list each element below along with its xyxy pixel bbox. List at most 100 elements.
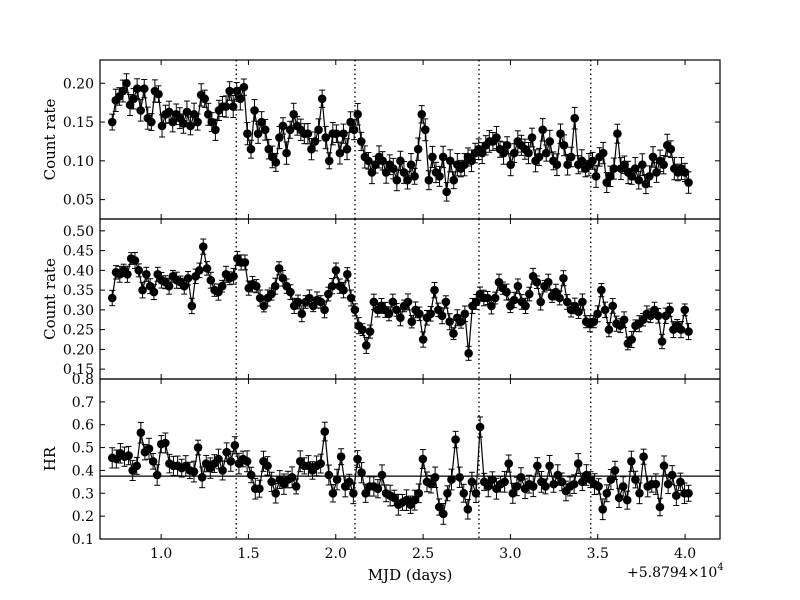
data-point xyxy=(513,281,523,291)
data-point xyxy=(331,266,341,275)
data-point xyxy=(365,327,375,336)
data-point xyxy=(573,459,583,468)
data-point xyxy=(136,428,146,438)
data-point xyxy=(600,305,610,315)
data-point xyxy=(189,109,199,119)
data-point xyxy=(253,129,263,138)
data-point xyxy=(189,467,199,476)
data-point xyxy=(557,477,567,487)
data-point xyxy=(310,137,320,146)
data-point xyxy=(345,477,354,487)
data-point xyxy=(243,129,252,138)
data-point xyxy=(324,289,333,299)
data-point xyxy=(242,456,252,466)
data-point xyxy=(193,117,202,127)
data-point xyxy=(634,175,644,185)
data-point xyxy=(464,349,473,358)
data-point xyxy=(179,281,189,291)
data-point xyxy=(403,297,413,307)
data-point xyxy=(134,266,144,275)
data-point xyxy=(285,125,295,135)
data-point xyxy=(652,168,661,177)
data-point xyxy=(193,443,203,452)
data-point xyxy=(499,148,508,158)
data-point xyxy=(130,256,140,265)
data-point xyxy=(179,119,188,128)
x-tick-label: 3.0 xyxy=(499,546,521,562)
data-point xyxy=(327,281,337,291)
data-point xyxy=(562,297,572,307)
data-point xyxy=(536,297,545,307)
data-point xyxy=(320,305,329,315)
data-point xyxy=(502,141,512,150)
data-point xyxy=(418,454,428,464)
data-point xyxy=(559,141,569,150)
data-point xyxy=(449,175,459,185)
data-point xyxy=(578,297,587,307)
y-tick-label: 0.6 xyxy=(72,418,94,434)
data-point xyxy=(598,504,608,514)
data-point xyxy=(388,297,398,307)
data-point xyxy=(593,309,602,319)
data-point xyxy=(246,144,256,154)
data-point xyxy=(594,482,603,491)
data-point xyxy=(524,148,533,158)
x-tick-label: 2.0 xyxy=(325,546,347,562)
data-point xyxy=(335,148,345,158)
data-point xyxy=(627,335,636,344)
data-point xyxy=(297,309,307,319)
data-point xyxy=(445,317,454,327)
data-point xyxy=(430,285,439,295)
data-point xyxy=(414,488,424,498)
data-point xyxy=(415,309,424,319)
data-point xyxy=(471,297,481,307)
data-point xyxy=(666,144,676,154)
data-point xyxy=(275,133,284,142)
data-point xyxy=(639,452,648,462)
y-tick-label: 0.15 xyxy=(63,362,94,378)
data-point xyxy=(291,482,301,491)
data-point xyxy=(289,109,298,119)
data-point xyxy=(396,313,405,323)
data-point xyxy=(545,137,555,146)
data-point xyxy=(609,164,619,173)
y-tick-label: 0.30 xyxy=(63,303,94,319)
data-point xyxy=(459,488,469,498)
data-point xyxy=(132,461,142,471)
data-point xyxy=(270,281,280,291)
y-tick-label: 0.15 xyxy=(63,115,94,131)
data-point xyxy=(147,117,156,127)
data-point xyxy=(353,454,362,464)
data-point xyxy=(430,472,440,482)
data-point xyxy=(570,113,580,123)
data-point xyxy=(236,94,245,104)
data-point xyxy=(343,270,352,279)
data-point xyxy=(426,309,436,319)
data-point xyxy=(202,264,212,273)
data-point xyxy=(316,297,326,307)
data-point xyxy=(602,488,612,498)
data-point xyxy=(659,461,669,471)
data-point xyxy=(620,160,629,170)
data-point xyxy=(118,86,128,96)
y-tick-label: 0.10 xyxy=(63,154,94,170)
data-point xyxy=(186,121,195,131)
data-point xyxy=(490,293,500,303)
data-point xyxy=(358,325,367,334)
data-point xyxy=(349,125,359,135)
data-point xyxy=(321,133,330,142)
data-point xyxy=(651,479,661,489)
data-point xyxy=(577,477,587,487)
data-point xyxy=(124,451,133,460)
data-point xyxy=(361,488,370,498)
data-point xyxy=(569,479,579,489)
data-point xyxy=(424,175,434,185)
data-point xyxy=(684,178,693,187)
data-point xyxy=(364,156,373,166)
data-point xyxy=(339,129,348,138)
data-point xyxy=(418,335,428,344)
data-point xyxy=(307,144,316,154)
data-point xyxy=(487,301,496,311)
data-point xyxy=(384,309,394,319)
y-axis-label: Count rate xyxy=(41,258,59,340)
